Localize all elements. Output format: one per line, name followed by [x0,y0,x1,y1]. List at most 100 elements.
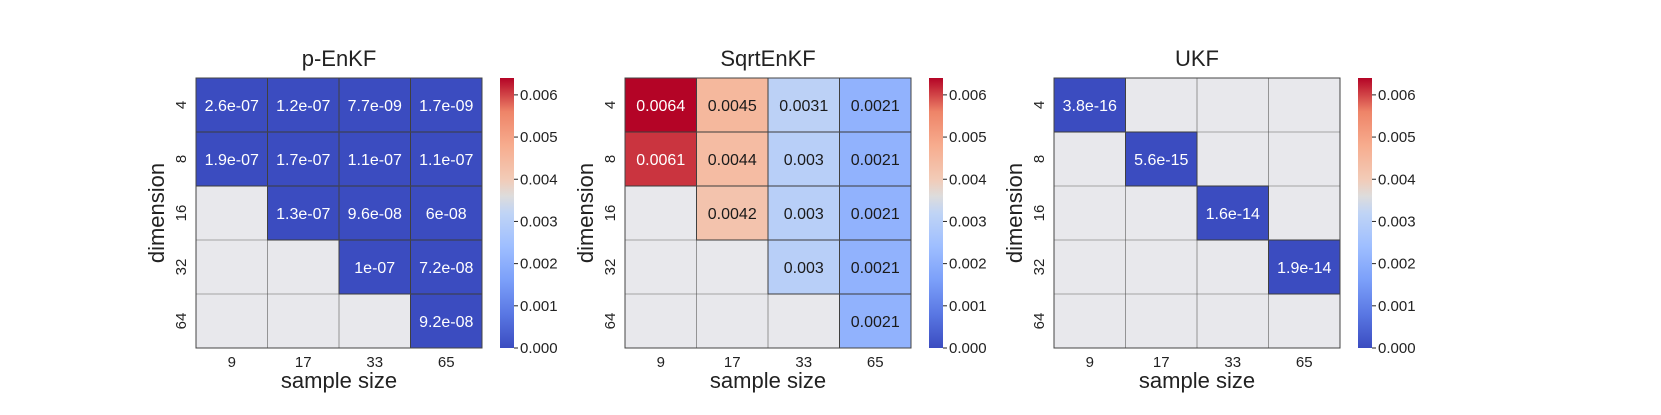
cell-label: 7.2e-08 [419,260,473,277]
colorbar-tick-label: 0.005 [520,129,558,146]
heatmap-cell-empty [196,294,268,348]
y-axis-label: dimension [144,163,169,263]
colorbar-tick-label: 0.001 [520,298,558,315]
heatmap-cell-empty [1054,294,1126,348]
heatmap-cell-empty [1268,294,1340,348]
y-tick-label: 4 [1031,101,1048,109]
y-tick-label: 8 [173,155,190,163]
cell-label: 0.0061 [636,152,685,169]
x-tick-label: 17 [724,354,741,371]
colorbar-tick-label: 0.003 [1378,213,1416,230]
cell-label: 0.0042 [708,206,757,223]
heatmap-panel-3: UKF 3.8e-16 5.6e-15 1.6e-14 1.9e-14 9 17 33 65 4 8… [1002,46,1416,393]
y-tick-label: 64 [602,313,619,330]
panel-title: UKF [1175,46,1219,71]
heatmap-cell-empty [696,294,768,348]
cell-label: 0.0064 [636,98,685,115]
heatmap-cell-empty [1268,78,1340,132]
x-tick-label: 33 [795,354,812,371]
heatmap-cell-empty [1054,186,1126,240]
y-tick-label: 16 [173,205,190,222]
cell-label: 0.0021 [851,206,900,223]
x-tick-label: 17 [295,354,312,371]
colorbar-tick-label: 0.004 [520,171,558,188]
cell-label: 1.7e-09 [419,98,473,115]
x-tick-label: 65 [867,354,884,371]
heatmap-cell-empty [1054,132,1126,186]
colorbar-tick-label: 0.002 [949,256,987,273]
cell-label: 0.0045 [708,98,757,115]
y-tick-label: 4 [173,101,190,109]
heatmap-cell-empty [1268,132,1340,186]
heatmap-frame [195,77,483,349]
colorbar-tick-label: 0.006 [1378,87,1416,104]
heatmap-cell [767,77,840,133]
cell-label: 0.0021 [851,260,900,277]
x-tick-label: 9 [1086,354,1094,371]
colorbar-tick-label: 0.002 [1378,256,1416,273]
colorbar [1358,78,1372,348]
heatmap-cell-empty [1125,186,1197,240]
colorbar-tick-label: 0.001 [949,298,987,315]
heatmap-cell-empty [267,240,339,294]
colorbar-tick-label: 0.004 [1378,171,1416,188]
heatmap-cell [767,185,840,241]
colorbar-tick-label: 0.003 [520,213,558,230]
x-axis-label: sample size [1139,368,1255,393]
colorbar-tick-label: 0.006 [949,87,987,104]
heatmap-cell-empty [1054,240,1126,294]
heatmap-cell-empty [1197,240,1269,294]
cell-label: 1.7e-07 [276,152,330,169]
cell-label: 9.2e-08 [419,314,473,331]
heatmap-cell-empty [625,186,697,240]
heatmap-cell [1053,77,1126,133]
colorbar-tick-label: 0.005 [1378,129,1416,146]
x-tick-label: 33 [366,354,383,371]
y-tick-label: 8 [602,155,619,163]
heatmap-cell-empty [196,186,268,240]
cell-label: 0.0021 [851,152,900,169]
heatmap-cell-empty [696,240,768,294]
heatmap-cell-empty [1197,132,1269,186]
colorbar [929,78,943,348]
x-tick-label: 65 [1296,354,1313,371]
cell-label: 2.6e-07 [205,98,259,115]
heatmap-cell [624,131,697,187]
cell-label: 1.2e-07 [276,98,330,115]
cell-label: 1.1e-07 [419,152,473,169]
heatmap-cell-empty [1197,78,1269,132]
y-tick-label: 16 [1031,205,1048,222]
colorbar-tick-label: 0.005 [949,129,987,146]
heatmap-cell [696,77,769,133]
heatmap-cell [839,77,912,133]
colorbar-tick-label: 0.004 [949,171,987,188]
x-axis-label: sample size [710,368,826,393]
heatmap-cell-empty [1268,186,1340,240]
colorbar-tick-label: 0.000 [520,340,558,357]
x-tick-label: 65 [438,354,455,371]
heatmap-cell [338,185,411,241]
y-axis-label: dimension [573,163,598,263]
colorbar-tick-label: 0.002 [520,256,558,273]
colorbar-tick-label: 0.000 [1378,340,1416,357]
heatmap-cell [195,77,268,133]
heatmap-frame [624,77,912,349]
heatmap-cell-empty [339,294,411,348]
cell-label: 0.0021 [851,314,900,331]
cell-label: 1e-07 [354,260,395,277]
y-tick-label: 64 [173,313,190,330]
heatmap-cell-empty [625,294,697,348]
y-tick-label: 32 [602,259,619,276]
y-tick-label: 32 [173,259,190,276]
panel-title: SqrtEnKF [720,46,815,71]
cell-label: 1.9e-07 [205,152,259,169]
x-tick-label: 17 [1153,354,1170,371]
x-axis-label: sample size [281,368,397,393]
y-tick-label: 8 [1031,155,1048,163]
y-axis-label: dimension [1002,163,1027,263]
x-tick-label: 9 [228,354,236,371]
cell-label: 3.8e-16 [1063,98,1117,115]
heatmap-cell-empty [625,240,697,294]
colorbar [500,78,514,348]
heatmap-cell-empty [1125,78,1197,132]
